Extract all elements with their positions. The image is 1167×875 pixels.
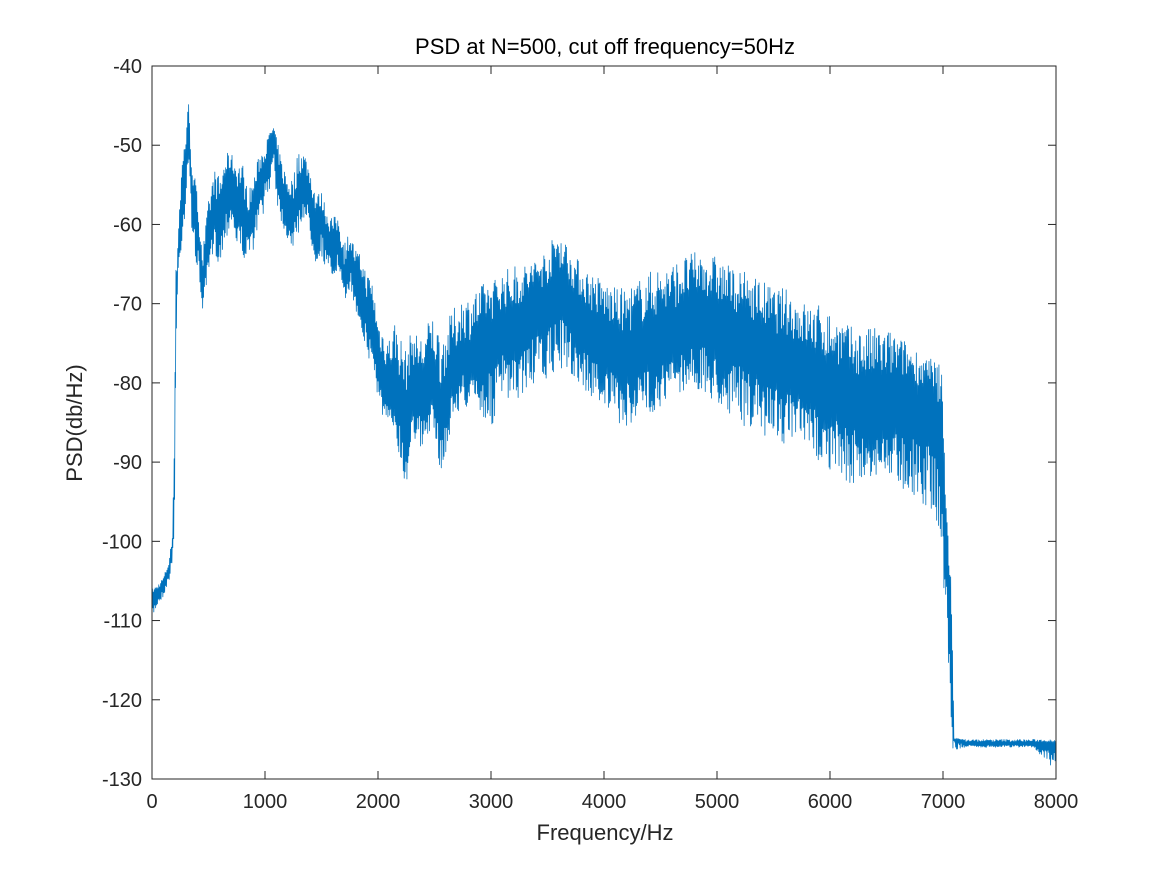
plot-area	[152, 104, 1056, 766]
x-tick-label: 8000	[1034, 791, 1079, 813]
y-tick-label: -40	[113, 56, 142, 78]
x-tick-label: 6000	[808, 791, 853, 813]
x-tick-label: 1000	[243, 791, 288, 813]
x-tick-label: 2000	[356, 791, 401, 813]
y-tick-label: -60	[113, 214, 142, 236]
y-tick-label: -80	[113, 373, 142, 395]
psd-series-line	[152, 104, 1056, 766]
chart-title: PSD at N=500, cut off frequency=50Hz	[415, 34, 795, 59]
x-tick-label: 0	[146, 791, 157, 813]
x-tick-label: 7000	[921, 791, 966, 813]
y-tick-label: -70	[113, 294, 142, 316]
y-tick-label: -90	[113, 452, 142, 474]
y-tick-label: -130	[102, 769, 142, 791]
x-tick-label: 5000	[695, 791, 740, 813]
x-tick-label: 3000	[469, 791, 514, 813]
y-tick-label: -100	[102, 531, 142, 553]
ticks: 0 1000 2000 3000 4000 5000 6000 7000 8000 -130 -12…	[102, 56, 1078, 813]
y-axis-label: PSD(db/Hz)	[62, 364, 87, 481]
y-tick-label: -50	[113, 135, 142, 157]
x-tick-label: 4000	[582, 791, 627, 813]
x-axis-label: Frequency/Hz	[537, 820, 674, 845]
y-tick-label: -120	[102, 690, 142, 712]
y-tick-label: -110	[103, 611, 142, 633]
